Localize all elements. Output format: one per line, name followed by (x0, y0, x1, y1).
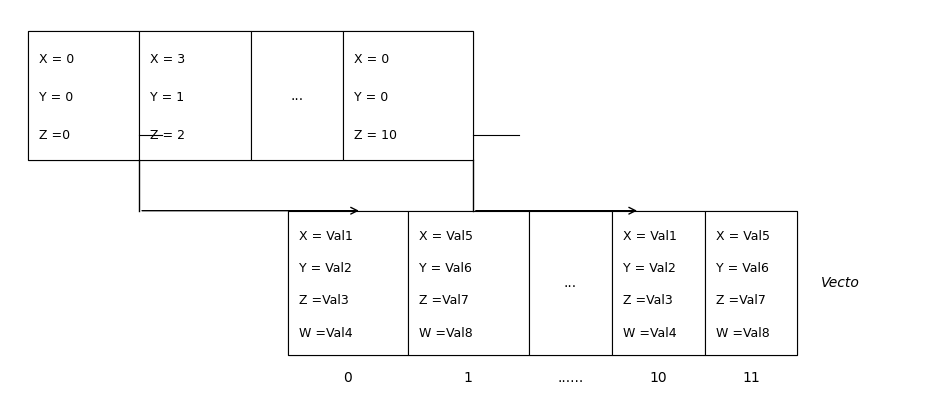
Text: Y = 0: Y = 0 (39, 91, 74, 104)
Text: ...: ... (290, 89, 304, 103)
Text: W =Val4: W =Val4 (623, 327, 676, 339)
Text: Z = 10: Z = 10 (355, 129, 397, 142)
Text: Vecto: Vecto (820, 276, 860, 290)
Bar (408, 211, 529, 355)
Text: 10: 10 (650, 371, 667, 385)
Bar (139, 31, 251, 160)
Text: X = Val1: X = Val1 (623, 230, 677, 243)
Text: ...: ... (564, 276, 577, 290)
Text: Z =Val7: Z =Val7 (419, 295, 469, 307)
Text: Y = Val2: Y = Val2 (299, 262, 352, 275)
Text: X = 0: X = 0 (355, 53, 390, 66)
Text: Y = 0: Y = 0 (355, 91, 389, 104)
Bar (288, 211, 408, 355)
Text: Y = 1: Y = 1 (150, 91, 184, 104)
Text: 1: 1 (464, 371, 473, 385)
Text: Z =Val3: Z =Val3 (623, 295, 673, 307)
Text: X = 0: X = 0 (39, 53, 75, 66)
Text: Y = Val6: Y = Val6 (716, 262, 769, 275)
Text: X = Val1: X = Val1 (299, 230, 353, 243)
Bar (28, 31, 473, 160)
Text: 11: 11 (743, 371, 760, 385)
Text: X = 3: X = 3 (150, 53, 185, 66)
Text: W =Val4: W =Val4 (299, 327, 352, 339)
Bar (529, 211, 612, 355)
Text: Z =Val3: Z =Val3 (299, 295, 348, 307)
Text: 0: 0 (343, 371, 352, 385)
Text: X = Val5: X = Val5 (716, 230, 770, 243)
Text: Z = 2: Z = 2 (150, 129, 185, 142)
Bar (343, 31, 473, 160)
Bar (288, 211, 797, 355)
Bar (705, 211, 797, 355)
Text: Y = Val2: Y = Val2 (623, 262, 676, 275)
Text: Z =Val7: Z =Val7 (716, 295, 765, 307)
Bar (28, 31, 139, 160)
Text: Z =0: Z =0 (39, 129, 70, 142)
Text: Y = Val6: Y = Val6 (419, 262, 472, 275)
Bar (612, 211, 705, 355)
Text: ......: ...... (557, 371, 584, 385)
Text: X = Val5: X = Val5 (419, 230, 473, 243)
Bar (251, 31, 343, 160)
Text: W =Val8: W =Val8 (716, 327, 770, 339)
Text: W =Val8: W =Val8 (419, 327, 473, 339)
